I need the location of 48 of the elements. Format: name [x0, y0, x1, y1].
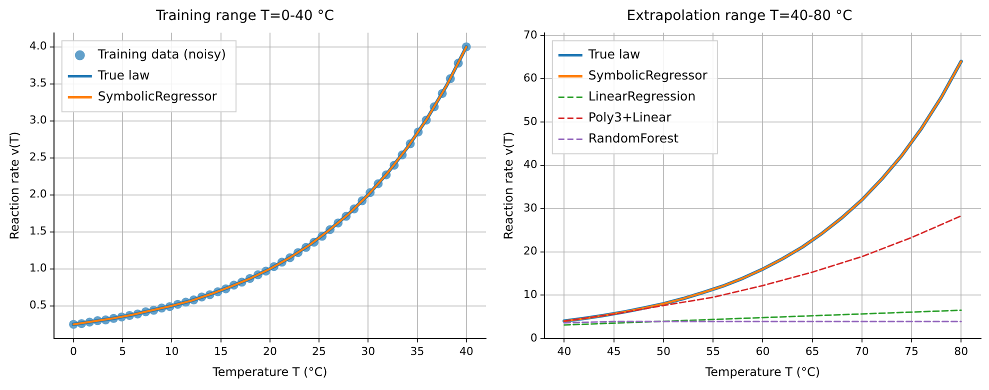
x-tick-label: 40: [459, 344, 474, 358]
y-tick-label: 2.5: [29, 150, 47, 164]
y-tick-label: 3.5: [29, 76, 47, 90]
x-tick-label: 45: [606, 344, 621, 358]
x-tick-label: 80: [954, 344, 968, 358]
x-axis-title: Temperature T (°C): [212, 364, 328, 379]
chart-title: Extrapolation range T=40-80 °C: [626, 8, 852, 24]
x-tick-label: 65: [805, 344, 820, 358]
y-tick-label: 60: [523, 72, 538, 85]
y-tick-label: 70: [523, 28, 538, 42]
y-tick-label: 3.0: [29, 114, 47, 127]
y-tick-label: 4.0: [29, 40, 47, 53]
y-tick-label: 10: [523, 288, 538, 301]
x-tick-label: 35: [410, 344, 424, 358]
legend-label: Training data (noisy): [96, 46, 226, 62]
legend-label: RandomForest: [588, 130, 679, 146]
x-tick-label: 75: [904, 344, 919, 358]
y-tick-label: 50: [523, 114, 538, 128]
y-tick-label: 20: [523, 244, 538, 258]
x-tick-label: 15: [214, 344, 228, 358]
legend-label: True law: [587, 46, 640, 62]
y-axis-title: Reaction rate v(T): [501, 132, 516, 240]
y-tick-label: 40: [523, 158, 538, 172]
legend-label: SymbolicRegressor: [98, 88, 218, 104]
y-tick-label: 0: [530, 331, 538, 344]
y-tick-label: 30: [523, 201, 538, 214]
x-tick-label: 25: [312, 344, 326, 358]
y-axis-title: Reaction rate v(T): [7, 132, 22, 240]
legend-label: Poly3+Linear: [588, 110, 672, 125]
y-tick-label: 2.0: [29, 188, 47, 201]
x-tick-label: 60: [756, 344, 770, 358]
x-axis-title: Temperature T (°C): [704, 364, 820, 379]
chart-title: Training range T=0-40 °C: [154, 8, 334, 24]
x-tick-label: 20: [262, 344, 277, 358]
y-tick-label: 1.0: [29, 262, 47, 275]
legend-label: SymbolicRegressor: [588, 68, 708, 83]
x-tick-label: 40: [557, 344, 572, 358]
x-tick-label: 0: [70, 344, 78, 358]
legend-label: True law: [96, 68, 150, 83]
x-tick-label: 30: [361, 344, 376, 358]
y-tick-label: 0.5: [29, 298, 47, 312]
legend-label: LinearRegression: [588, 88, 696, 104]
x-tick-label: 50: [656, 344, 670, 358]
x-tick-label: 10: [164, 344, 179, 358]
x-tick-label: 70: [854, 344, 869, 358]
y-tick-label: 1.5: [29, 224, 47, 238]
x-tick-label: 5: [119, 344, 126, 358]
x-tick-label: 55: [706, 344, 720, 358]
